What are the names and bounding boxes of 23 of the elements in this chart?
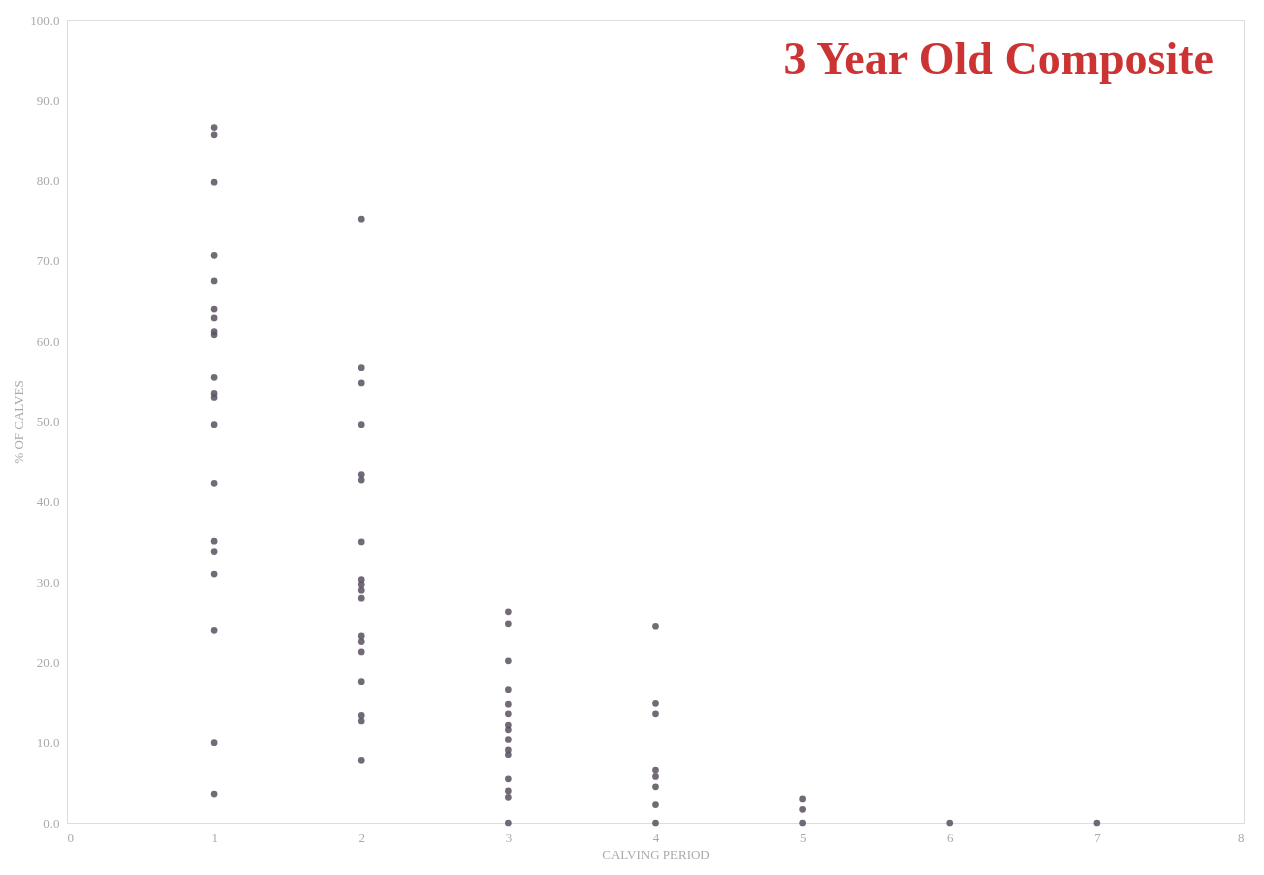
x-tick-label: 7 [1094, 829, 1102, 845]
y-tick-label: 30.0 [36, 574, 60, 590]
x-tick-label: 4 [652, 829, 660, 845]
x-tick-label: 3 [505, 829, 513, 845]
x-tick-label: 0 [67, 829, 74, 845]
y-tick-label: 0.0 [43, 815, 60, 831]
y-tick-label: 90.0 [36, 92, 60, 108]
x-axis-title: CALVING PERIOD [602, 846, 710, 862]
y-axis-title: % OF CALVES [11, 380, 27, 464]
y-tick-label: 20.0 [36, 654, 60, 670]
x-tick-label: 6 [947, 829, 954, 845]
x-tick-label: 1 [211, 829, 218, 845]
y-tick-label: 70.0 [36, 253, 60, 269]
x-tick-label: 2 [358, 829, 365, 845]
y-tick-label: 50.0 [36, 414, 60, 429]
x-tick-label: 8 [1238, 829, 1245, 845]
y-tick-label: 40.0 [36, 494, 60, 510]
x-tick-label: 5 [799, 829, 807, 845]
y-tick-label: 100.0 [30, 12, 60, 28]
y-tick-label: 10.0 [36, 735, 60, 751]
chart-title: 3 Year Old Composite [783, 33, 1214, 84]
y-tick-label: 60.0 [36, 333, 60, 349]
y-tick-label: 80.0 [36, 173, 60, 189]
